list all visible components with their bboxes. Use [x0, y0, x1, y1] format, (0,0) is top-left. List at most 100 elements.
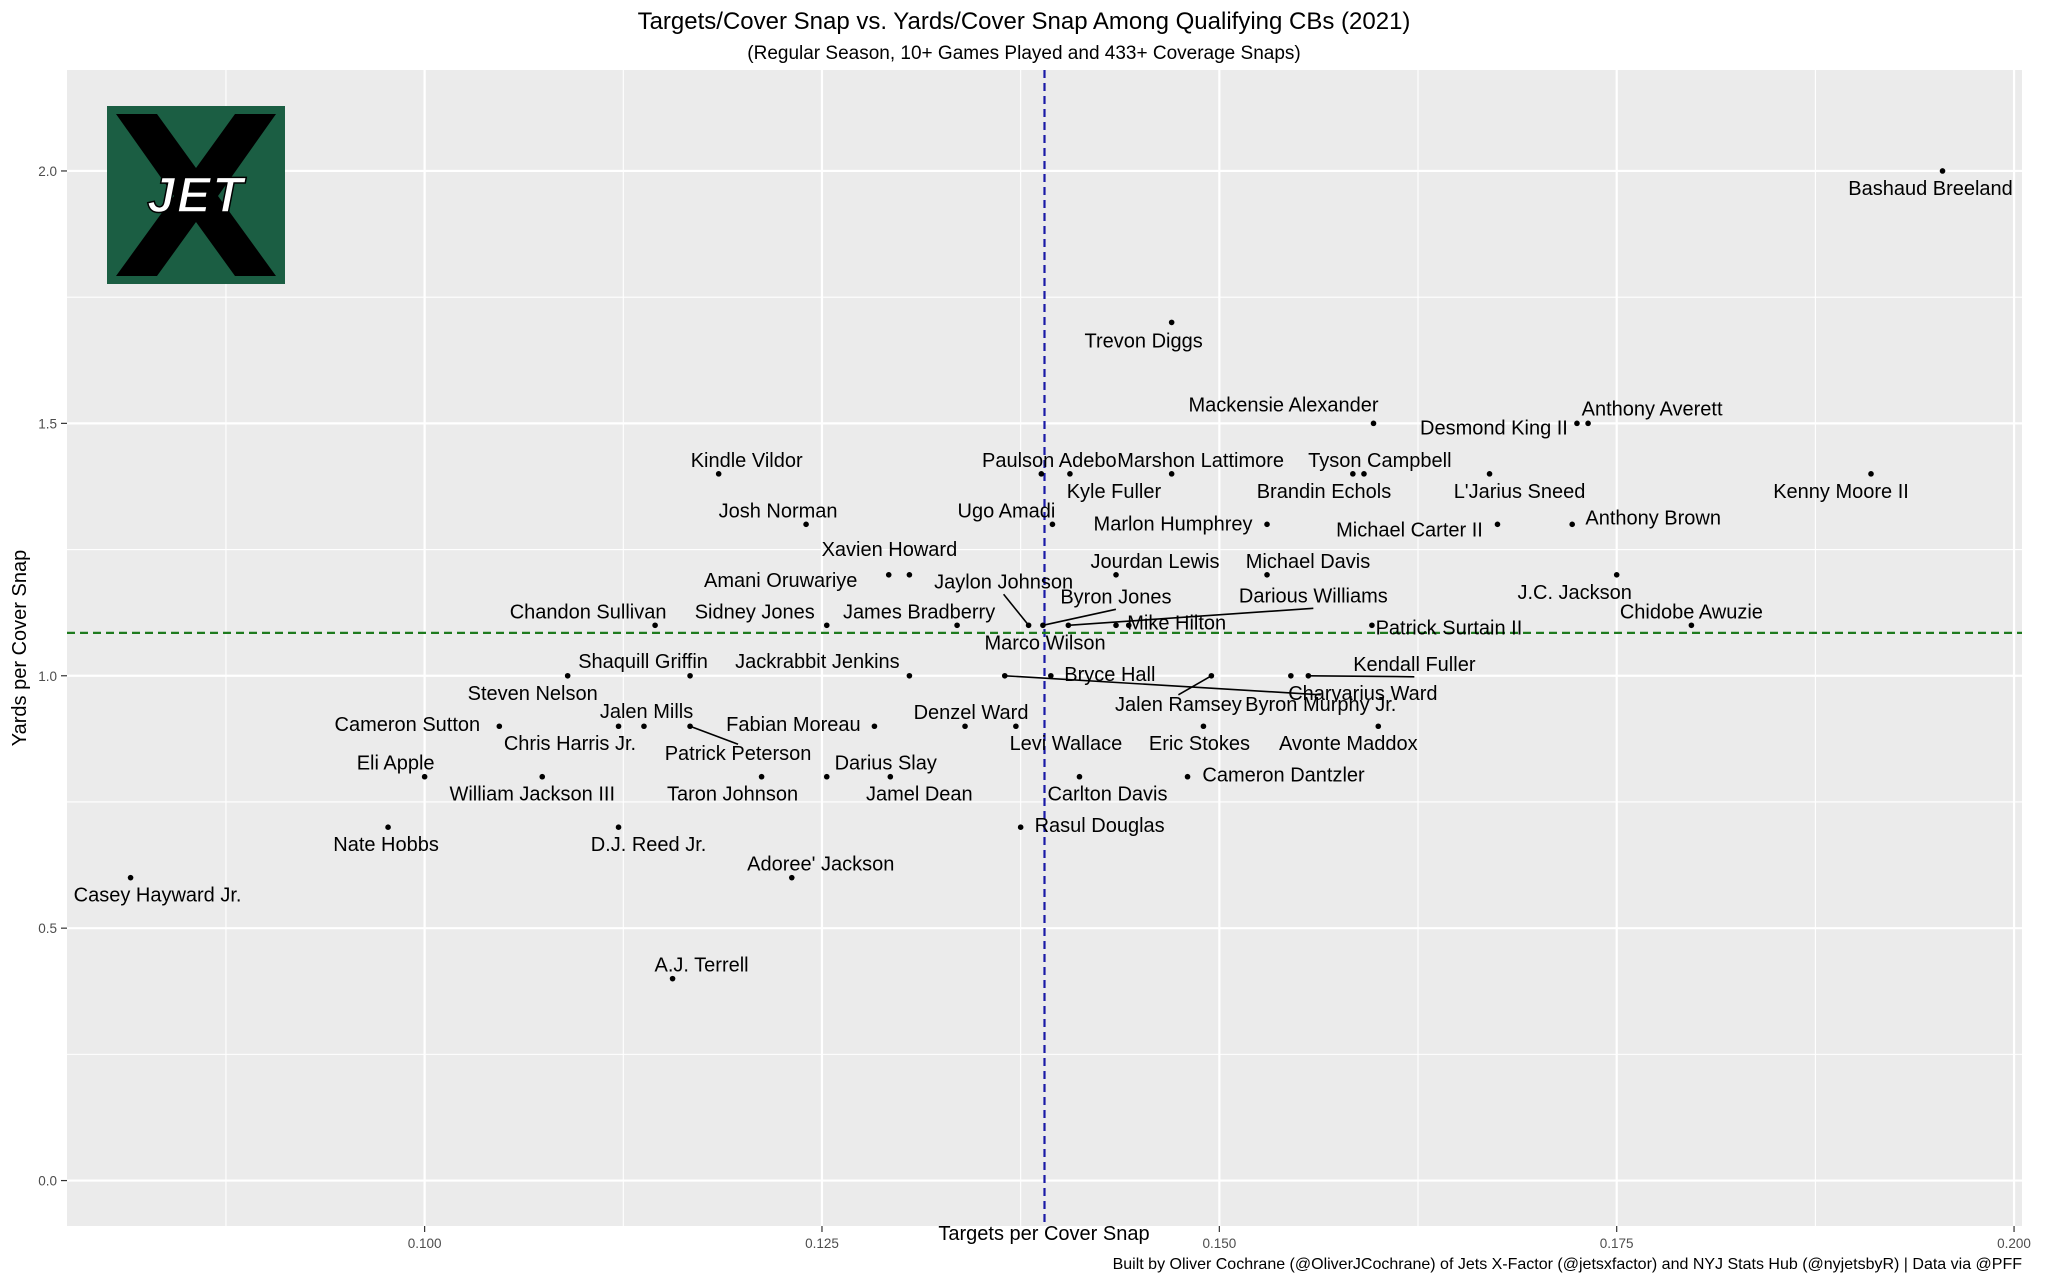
point-michael-davis	[1264, 572, 1270, 578]
point-carlton-davis	[1076, 773, 1083, 780]
leader-line	[689, 725, 739, 745]
point-marco-wilson	[1113, 622, 1119, 629]
point-marshon-lattimore	[1168, 471, 1175, 477]
point-jamel-dean	[887, 773, 894, 780]
x-tick-label: 0.100	[408, 1236, 442, 1251]
point-darius-slay	[823, 773, 830, 780]
label-michael-carter-ii: Michael Carter II	[1336, 519, 1483, 541]
label-chandon-sullivan: Chandon Sullivan	[510, 601, 667, 623]
point-brandin-echols	[1361, 471, 1367, 477]
label-a-j-terrell: A.J. Terrell	[655, 955, 749, 977]
label-sidney-jones: Sidney Jones	[695, 601, 815, 623]
point-labels: Bashaud Breeland Trevon Diggs Mackensie Al…	[74, 178, 2013, 977]
label-jamel-dean: Jamel Dean	[866, 784, 973, 806]
label-chidobe-awuzie: Chidobe Awuzie	[1620, 601, 1763, 623]
point-marlon-humphrey	[1264, 521, 1270, 528]
label-amani-oruwariye: Amani Oruwariye	[704, 570, 857, 592]
label-mike-hilton: Mike Hilton	[1127, 612, 1226, 634]
data-points	[127, 168, 1946, 982]
label-james-bradberry: James Bradberry	[843, 601, 995, 623]
label-d-j-reed-jr: D.J. Reed Jr.	[591, 834, 707, 856]
label-marshon-lattimore: Marshon Lattimore	[1117, 450, 1284, 472]
label-jalen-mills: Jalen Mills	[600, 701, 693, 723]
point-patrick-surtain-ii	[1369, 622, 1375, 629]
point-kenny-moore-ii	[1868, 471, 1874, 477]
point-ugo-amadi	[1049, 521, 1056, 528]
point-shaquill-griffin	[687, 672, 693, 679]
point-kendall-fuller	[1305, 672, 1312, 679]
label-adoree-jackson: Adoree' Jackson	[747, 854, 894, 876]
point-sidney-jones	[823, 622, 830, 629]
label-eric-stokes: Eric Stokes	[1149, 733, 1250, 755]
y-tick-label: 1.5	[38, 416, 57, 431]
label-nate-hobbs: Nate Hobbs	[333, 834, 439, 856]
point-anthony-brown	[1569, 521, 1575, 528]
x-axis: 0.100 0.125 0.150 0.175 0.200	[408, 1226, 2031, 1251]
y-tick-label: 2.0	[38, 164, 57, 179]
label-patrick-surtain-ii: Patrick Surtain II	[1376, 617, 1523, 639]
label-marlon-humphrey: Marlon Humphrey	[1094, 513, 1253, 535]
point-jalen-mills	[615, 723, 622, 730]
point-steven-nelson	[564, 672, 571, 679]
jets-logo: JET	[107, 106, 285, 284]
point-levi-wallace	[1013, 723, 1019, 730]
label-levi-wallace: Levi Wallace	[1010, 733, 1123, 755]
label-xavien-howard: Xavien Howard	[822, 539, 958, 561]
logo-x-mark	[116, 114, 276, 276]
label-taron-johnson: Taron Johnson	[667, 784, 798, 806]
label-kyle-fuller: Kyle Fuller	[1067, 481, 1162, 503]
label-marco-wilson: Marco Wilson	[984, 632, 1105, 654]
label-paulson-adebo: Paulson Adebo	[982, 450, 1117, 472]
label-william-jackson-iii: William Jackson III	[449, 784, 615, 806]
point-cameron-sutton	[496, 723, 503, 730]
label-steven-nelson: Steven Nelson	[468, 683, 598, 705]
label-cameron-dantzler: Cameron Dantzler	[1202, 765, 1365, 787]
point-kindle-vildor	[715, 471, 722, 477]
x-tick-label: 0.200	[1997, 1236, 2031, 1251]
point-kyle-fuller	[1067, 471, 1073, 477]
point-trevon-diggs	[1168, 319, 1175, 326]
point-mackensie-alexander	[1370, 420, 1377, 427]
label-desmond-king-ii: Desmond King II	[1420, 417, 1568, 439]
point-d-j-reed-jr	[615, 824, 622, 831]
label-cameron-sutton: Cameron Sutton	[335, 714, 481, 736]
point-anthony-averett	[1585, 420, 1591, 427]
point-casey-hayward-jr	[127, 874, 134, 881]
y-axis-title: Yards per Cover Snap	[9, 550, 31, 746]
label-kenny-moore-ii: Kenny Moore II	[1773, 481, 1909, 503]
chart-subtitle: (Regular Season, 10+ Games Played and 43…	[747, 43, 1300, 64]
leader-line	[1068, 607, 1314, 627]
y-tick-label: 1.0	[38, 669, 57, 684]
point-fabian-moreau	[871, 723, 878, 730]
point-james-bradberry	[954, 622, 960, 629]
label-jaylon-johnson: Jaylon Johnson	[934, 571, 1073, 593]
point-desmond-king-ii	[1574, 420, 1580, 427]
point-a-j-terrell	[669, 975, 676, 982]
point-adoree-jackson	[788, 874, 795, 881]
label-byron-jones: Byron Jones	[1060, 586, 1171, 608]
chart-title: Targets/Cover Snap vs. Yards/Cover Snap …	[638, 8, 1411, 35]
label-mackensie-alexander: Mackensie Alexander	[1188, 394, 1378, 416]
point-l-jarius-sneed	[1486, 471, 1493, 477]
label-l-jarius-sneed: L'Jarius Sneed	[1454, 481, 1586, 503]
label-j-c-jackson: J.C. Jackson	[1517, 582, 1631, 604]
label-rasul-douglas: Rasul Douglas	[1035, 815, 1165, 837]
point-paulson-adebo	[1038, 471, 1045, 477]
y-tick-label: 0.0	[38, 1174, 57, 1189]
label-anthony-averett: Anthony Averett	[1582, 398, 1723, 420]
label-tyson-campbell: Tyson Campbell	[1308, 450, 1451, 472]
point-bashaud-breeland	[1939, 168, 1946, 174]
leader-line	[1042, 608, 1117, 627]
label-michael-davis: Michael Davis	[1246, 551, 1370, 573]
point-josh-norman	[803, 521, 809, 528]
label-ugo-amadi: Ugo Amadi	[958, 500, 1056, 522]
point-cameron-dantzler	[1184, 773, 1191, 780]
point-xavien-howard	[906, 572, 913, 578]
label-shaquill-griffin: Shaquill Griffin	[578, 651, 708, 673]
x-tick-label: 0.175	[1600, 1236, 1634, 1251]
point-byron-jones	[1040, 622, 1046, 629]
x-tick-label: 0.125	[805, 1236, 839, 1251]
point-chidobe-awuzie	[1688, 622, 1695, 629]
leader-line	[1004, 674, 1321, 696]
